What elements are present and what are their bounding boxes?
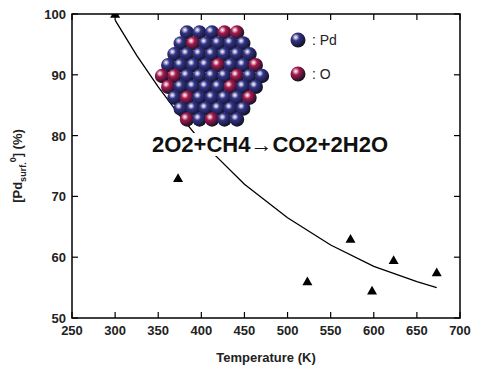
x-axis-title: Temperature (K) [216,350,315,365]
inset-legend-swatch [291,33,306,48]
y-tick [454,257,460,258]
x-tick [244,312,245,318]
atom [180,112,194,126]
x-tick [201,14,202,20]
x-tick [287,312,288,318]
data-point [110,14,120,18]
y-axis-title-group: [Pdsurf.0] (%) [8,129,28,203]
y-title-sub: surf. [18,162,28,182]
y-axis-title: [Pdsurf.0] (%) [8,129,28,203]
x-tick-label: 400 [190,323,212,338]
data-point [173,173,183,182]
atom [217,112,231,126]
nanoparticle [155,25,269,126]
y-title-part: [Pd [10,182,25,203]
y-tick [72,135,78,136]
data-point [432,267,442,276]
y-tick-label: 60 [52,250,66,265]
y-tick [72,257,78,258]
y-tick [72,196,78,197]
data-point [389,255,399,264]
x-tick [330,14,331,20]
data-point [302,277,312,286]
chart: 2503003504004505005506006507005060708090… [0,0,483,372]
inset-legend-swatch [291,67,306,82]
atom [205,112,219,126]
x-tick [158,14,159,20]
y-tick [72,74,78,75]
x-tick [373,14,374,20]
fit-curve [115,20,437,288]
y-tick-label: 100 [44,7,66,22]
y-tick [72,13,78,14]
y-title-part: ] (%) [10,129,25,157]
y-tick-label: 80 [52,129,66,144]
y-tick [454,135,460,136]
x-tick [158,312,159,318]
x-tick [416,312,417,318]
x-tick-label: 650 [406,323,428,338]
atom [192,112,206,126]
x-tick-label: 350 [147,323,169,338]
x-tick [459,312,460,318]
inset-legend-label: : Pd [312,32,337,48]
x-tick [373,312,374,318]
plot-frame [72,14,460,318]
y-tick [454,74,460,75]
x-tick-label: 500 [277,323,299,338]
y-tick-label: 90 [52,68,66,83]
points [110,14,442,294]
y-tick [454,196,460,197]
x-tick [416,14,417,20]
x-tick [115,312,116,318]
plot-marks [115,20,437,288]
data-point [345,234,355,243]
equation: 2O2+CH4→CO2+2H2O [152,132,388,157]
x-tick [201,312,202,318]
y-tick [454,317,460,318]
x-tick [459,14,460,20]
x-tick [244,14,245,20]
annotation-layer [150,133,390,156]
x-tick-label: 300 [104,323,126,338]
y-tick-label: 50 [52,311,66,326]
y-tick [454,13,460,14]
y-tick-label: 70 [52,189,66,204]
data-point [367,286,377,295]
y-tick [72,317,78,318]
x-tick-label: 600 [363,323,385,338]
x-tick [330,312,331,318]
x-tick-label: 450 [234,323,256,338]
x-tick [71,14,72,20]
atom [230,112,244,126]
equation-patch [150,133,390,156]
x-tick-label: 550 [320,323,342,338]
x-tick [287,14,288,20]
x-tick-label: 700 [449,323,471,338]
x-tick [71,312,72,318]
inset-legend-label: : O [312,66,331,82]
